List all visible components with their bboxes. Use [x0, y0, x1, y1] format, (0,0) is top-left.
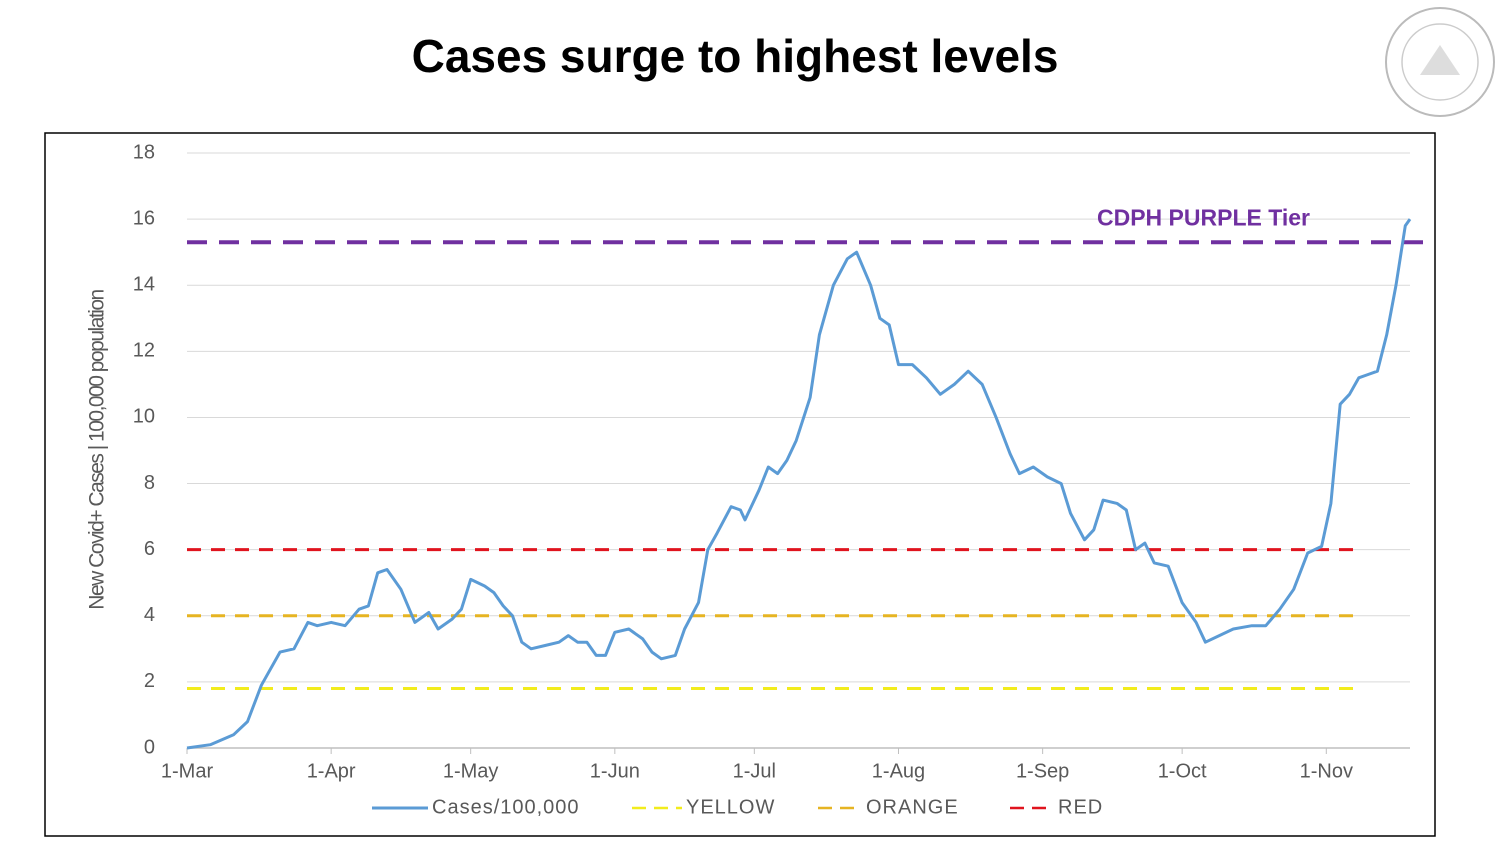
seal — [1385, 7, 1495, 117]
cases-line — [186, 218, 1412, 750]
seal-emblem — [1420, 45, 1460, 75]
legend-label: ORANGE — [866, 796, 959, 818]
seal-ring — [1385, 7, 1495, 117]
x-tick-label: 1-Aug — [872, 760, 925, 782]
annotation: CDPH PURPLE Tier — [1097, 204, 1310, 230]
seal-inner — [1401, 23, 1479, 101]
y-tick-label: 14 — [133, 274, 155, 296]
x-tick-label: 1-Nov — [1300, 760, 1353, 782]
y-tick-label: 12 — [133, 340, 155, 362]
y-tick-label: 2 — [144, 670, 155, 692]
chart-title: Cases surge to highest levels — [412, 30, 1059, 82]
x-tick-label: 1-Jul — [733, 760, 776, 782]
y-tick-label: 4 — [144, 604, 155, 626]
y-tick-label: 0 — [144, 736, 155, 758]
legend-label: YELLOW — [686, 796, 775, 818]
x-tick-label: 1-Mar — [161, 760, 214, 782]
x-tick-label: 1-Apr — [307, 760, 356, 782]
x-tick-label: 1-Jun — [590, 760, 640, 782]
x-tick-label: 1-May — [443, 760, 499, 782]
x-tick-label: 1-Oct — [1158, 760, 1207, 782]
x-tick-label: 1-Sep — [1016, 760, 1069, 782]
y-tick-label: 10 — [133, 406, 155, 428]
y-tick-label: 16 — [133, 207, 155, 229]
y-tick-label: 18 — [133, 141, 155, 163]
y-tick-label: 6 — [144, 538, 155, 560]
chart-frame — [44, 132, 1436, 837]
y-axis-label: New Covid+ Cases | 100,000 population — [86, 289, 109, 609]
legend-label: Cases/100,000 — [432, 796, 580, 818]
y-tick-label: 8 — [144, 472, 155, 494]
legend-label: RED — [1058, 796, 1103, 818]
